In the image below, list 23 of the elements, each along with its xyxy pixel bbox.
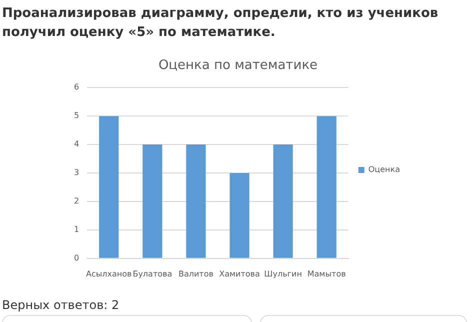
y-tick-label: 4 <box>74 140 80 149</box>
y-tick-label: 5 <box>74 111 80 120</box>
y-tick-label: 6 <box>74 82 80 92</box>
x-tick-label: Шульгин <box>264 269 302 278</box>
x-tick-label: Мамытов <box>307 269 346 278</box>
x-tick-label: Булатова <box>132 269 172 278</box>
y-tick-label: 0 <box>74 253 80 262</box>
y-tick-label: 1 <box>74 225 80 234</box>
x-tick-label: Хамитова <box>219 269 260 278</box>
bar <box>316 116 336 258</box>
bar <box>142 144 162 258</box>
text: Проанализировав диаграмму, определи, кто из учеников получил оценку «5» по математике. <box>2 5 440 42</box>
y-tick-label: 2 <box>74 196 80 206</box>
y-tick-label: 3 <box>74 168 80 178</box>
bar <box>273 144 293 258</box>
x-tick-label: Валитов <box>178 269 214 278</box>
legend-label: Оценка <box>368 165 400 174</box>
bar <box>186 144 206 258</box>
bar <box>99 116 119 258</box>
text: Верных ответов: 2 <box>2 298 120 312</box>
bar <box>230 173 250 258</box>
chart-title: Оценка по математике <box>158 58 318 74</box>
x-tick-label: Асылханов <box>86 269 132 278</box>
